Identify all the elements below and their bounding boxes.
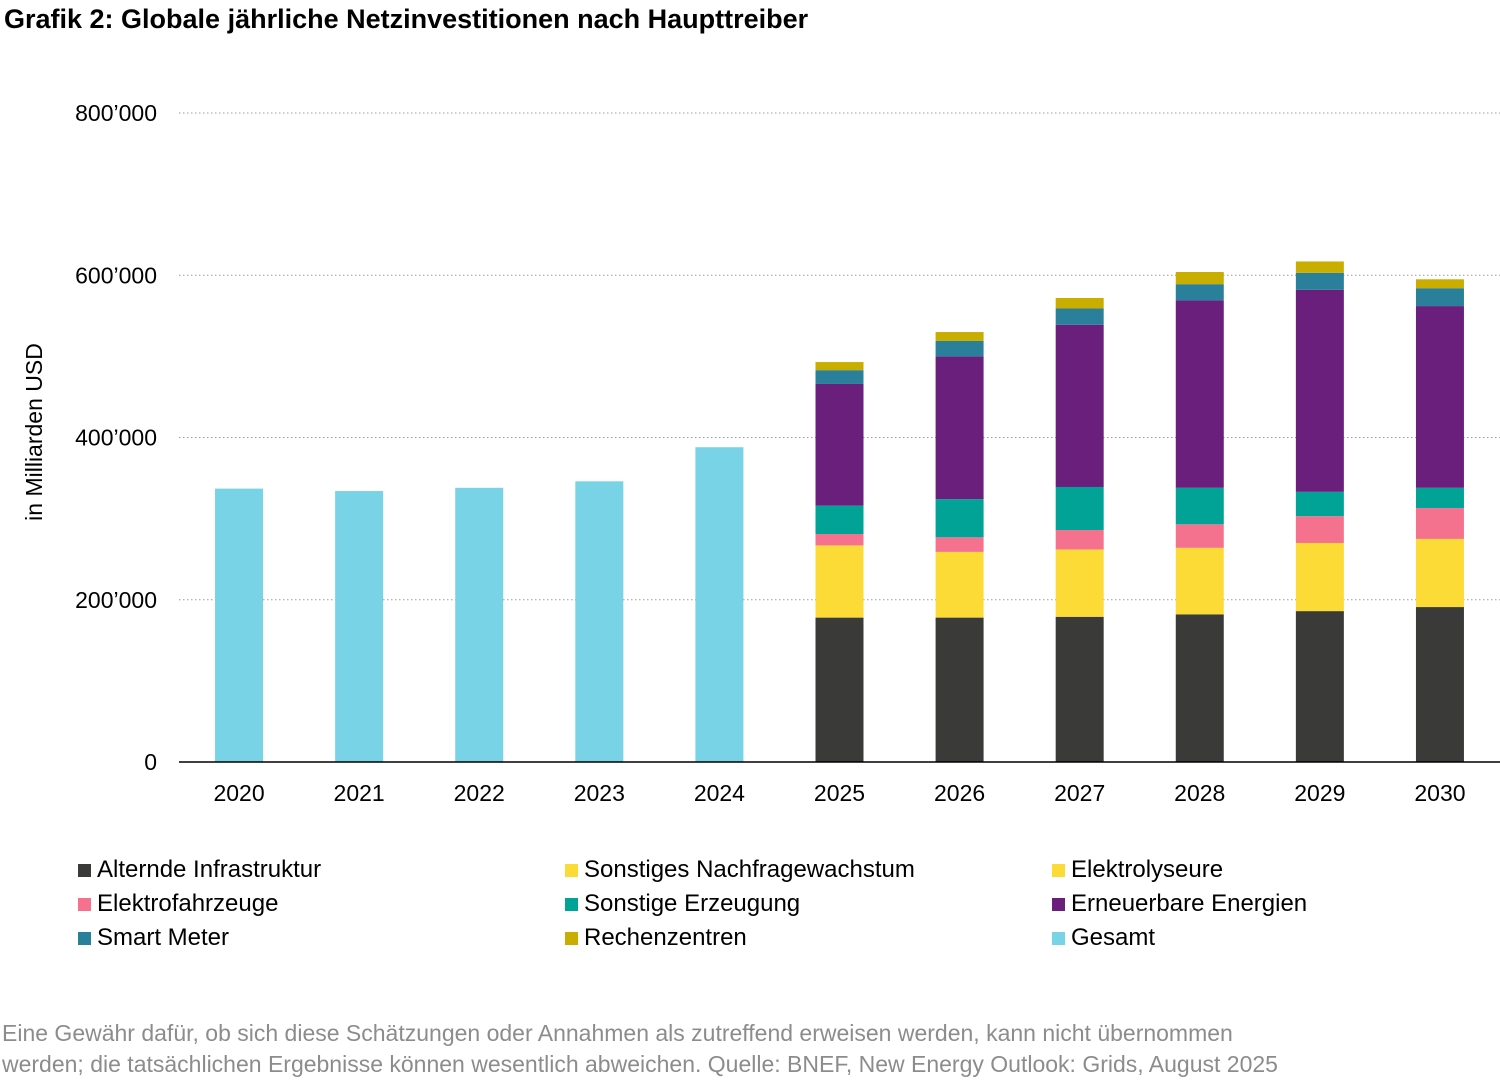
bar-segment <box>1055 297 1104 309</box>
bar-segment <box>1055 616 1104 762</box>
x-tick-label: 2026 <box>934 780 985 806</box>
footnote: Eine Gewähr dafür, ob sich diese Schätzu… <box>2 1018 1498 1080</box>
legend-label: Alternde Infrastruktur <box>97 856 322 883</box>
bar-segment <box>1295 272 1344 290</box>
bars <box>215 261 1464 762</box>
x-tick-label: 2022 <box>454 780 505 806</box>
y-axis-tick-labels: 0 200’000 400’000 600’000 800’000 <box>75 100 157 775</box>
bar-segment <box>1175 272 1224 285</box>
bar-segment <box>935 332 984 341</box>
bar-segment <box>1055 486 1104 530</box>
legend-label: Gesamt <box>1071 924 1156 951</box>
bar-segment <box>935 551 984 618</box>
x-tick-label: 2021 <box>334 780 385 806</box>
bar-segment <box>1175 524 1224 548</box>
legend-label: Elektrolyseure <box>1071 856 1224 883</box>
legend-item: Sonstiges Nachfragewachstum <box>565 856 915 884</box>
bar-segment <box>1415 538 1464 608</box>
footnote-line-2: werden; die tatsächlichen Ergebnisse kön… <box>2 1051 1278 1077</box>
legend-item: Elektrofahrzeuge <box>78 890 278 918</box>
bar-segment <box>815 534 864 546</box>
bar-segment <box>1055 324 1104 487</box>
bar-segment <box>1295 542 1344 612</box>
legend-item: Sonstige Erzeugung <box>565 890 800 918</box>
legend-swatch <box>78 897 91 911</box>
bar-segment <box>335 491 384 762</box>
bar-segment <box>695 447 744 762</box>
bar-segment <box>1295 611 1344 762</box>
legend-label: Elektrofahrzeuge <box>97 890 279 917</box>
bar-segment <box>1175 614 1224 762</box>
bar-segment <box>1415 288 1464 307</box>
legend-item: Alternde Infrastruktur <box>78 856 321 884</box>
y-axis-label: in Milliarden USD <box>21 343 47 521</box>
x-tick-label: 2020 <box>213 780 264 806</box>
bar-segment <box>215 488 264 762</box>
y-tick-label: 400’000 <box>75 425 157 451</box>
legend-label: Rechenzentren <box>584 924 747 951</box>
bar-segment <box>1415 487 1464 509</box>
x-tick-label: 2027 <box>1054 780 1105 806</box>
bar-segment <box>815 383 864 506</box>
bar-segment <box>935 499 984 538</box>
legend-swatch <box>78 931 91 945</box>
y-tick-label: 600’000 <box>75 262 157 288</box>
bar-segment <box>1175 300 1224 488</box>
x-axis-tick-labels: 2020 2021 2022 2023 2024 2025 2026 2027 2028 2029… <box>213 780 1465 806</box>
legend-swatch <box>565 863 578 877</box>
bar-segment <box>1415 306 1464 488</box>
bar-segment <box>815 362 864 371</box>
x-tick-label: 2030 <box>1414 780 1465 806</box>
bar-segment <box>1295 289 1344 492</box>
bar-segment <box>1415 508 1464 539</box>
x-tick-label: 2029 <box>1294 780 1345 806</box>
legend-swatch <box>565 897 578 911</box>
x-tick-label: 2028 <box>1174 780 1225 806</box>
bar-segment <box>1055 529 1104 550</box>
bar-segment <box>1295 516 1344 543</box>
legend-label: Sonstiges Nachfragewachstum <box>584 856 915 883</box>
legend-item: Rechenzentren <box>565 924 747 952</box>
bar-segment <box>815 545 864 618</box>
legend-swatch <box>1052 931 1065 945</box>
bar-segment <box>575 481 624 762</box>
bar-segment <box>815 505 864 535</box>
bar-segment <box>1415 607 1464 762</box>
stacked-bar-chart: 0 200’000 400’000 600’000 800’000 in Milliar… <box>21 100 1500 806</box>
bar-segment <box>455 487 504 762</box>
bar-segment <box>1175 487 1224 525</box>
x-tick-label: 2024 <box>694 780 745 806</box>
bar-segment <box>935 617 984 762</box>
legend-label: Sonstige Erzeugung <box>584 890 801 917</box>
legend-item: Elektrolyseure <box>1052 856 1223 884</box>
legend-item: Smart Meter <box>78 924 229 952</box>
y-tick-label: 0 <box>144 749 157 775</box>
legend-label: Smart Meter <box>97 924 230 951</box>
y-tick-label: 800’000 <box>75 100 157 126</box>
legend-item: Gesamt <box>1052 924 1155 952</box>
y-tick-label: 200’000 <box>75 587 157 613</box>
legend-swatch <box>1052 863 1065 877</box>
chart-title: Grafik 2: Globale jährliche Netzinvestit… <box>4 4 809 34</box>
bar-segment <box>1055 308 1104 325</box>
bar-segment <box>1175 547 1224 615</box>
legend-swatch <box>78 863 91 877</box>
bar-segment <box>935 537 984 552</box>
legend-item: Erneuerbare Energien <box>1052 890 1307 918</box>
legend-swatch <box>565 931 578 945</box>
bar-segment <box>815 617 864 762</box>
bar-segment <box>935 340 984 357</box>
bar-segment <box>815 370 864 384</box>
bar-segment <box>1295 491 1344 517</box>
bar-segment <box>1415 279 1464 289</box>
footnote-line-1: Eine Gewähr dafür, ob sich diese Schätzu… <box>2 1020 1233 1046</box>
bar-segment <box>1055 549 1104 617</box>
legend-swatch <box>1052 897 1065 911</box>
x-tick-label: 2023 <box>574 780 625 806</box>
bar-segment <box>1295 261 1344 273</box>
x-tick-label: 2025 <box>814 780 865 806</box>
bar-segment <box>935 356 984 500</box>
bar-segment <box>1175 284 1224 301</box>
legend-label: Erneuerbare Energien <box>1071 890 1308 917</box>
